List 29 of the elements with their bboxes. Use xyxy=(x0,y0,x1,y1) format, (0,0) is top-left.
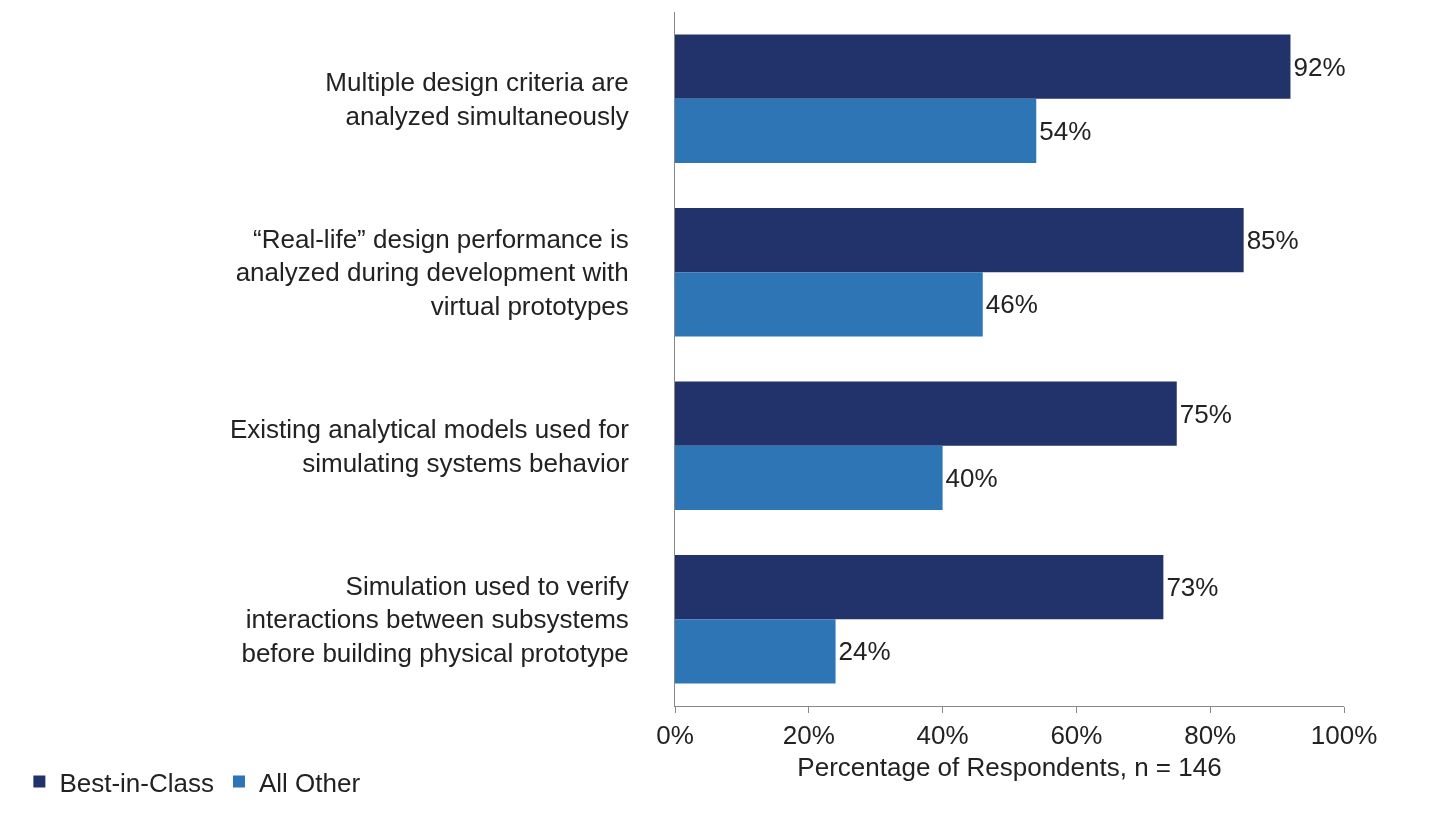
x-tick-label: 40% xyxy=(916,720,969,751)
y-tick-label: Existing analytical models used for simulating systems behavior xyxy=(229,413,630,478)
data-label: 73% xyxy=(1166,572,1219,603)
bar xyxy=(675,98,1037,163)
data-label: 85% xyxy=(1246,225,1299,256)
legend-label: Best-in-Class xyxy=(59,767,214,798)
data-label: 54% xyxy=(1039,115,1092,146)
bar xyxy=(675,208,1244,273)
y-tick-label: Simulation used to verify interactions between subsystems before building physical prototype xyxy=(241,570,629,669)
data-label: 24% xyxy=(838,636,891,667)
data-label: 40% xyxy=(945,462,998,493)
data-label: 46% xyxy=(985,289,1038,320)
bar xyxy=(675,34,1291,99)
bar xyxy=(675,555,1164,620)
x-tick-label: 100% xyxy=(1310,720,1378,751)
data-label: 75% xyxy=(1179,398,1232,429)
x-axis-title: Percentage of Respondents, n = 146 xyxy=(797,751,1222,782)
bar xyxy=(675,381,1177,446)
bar xyxy=(675,445,943,510)
legend-label: All Other xyxy=(258,767,361,798)
y-tick-label: “Real-life” design performance is analyzed during development with virtual prototypes xyxy=(235,223,629,322)
y-tick-label: Multiple design criteria are analyzed simultaneously xyxy=(325,66,629,131)
x-tick-label: 0% xyxy=(656,720,694,751)
bar xyxy=(675,619,836,684)
x-tick-label: 20% xyxy=(782,720,835,751)
bar xyxy=(675,272,983,337)
x-tick-label: 80% xyxy=(1184,720,1237,751)
data-label: 92% xyxy=(1293,51,1346,82)
x-tick-label: 60% xyxy=(1050,720,1103,751)
